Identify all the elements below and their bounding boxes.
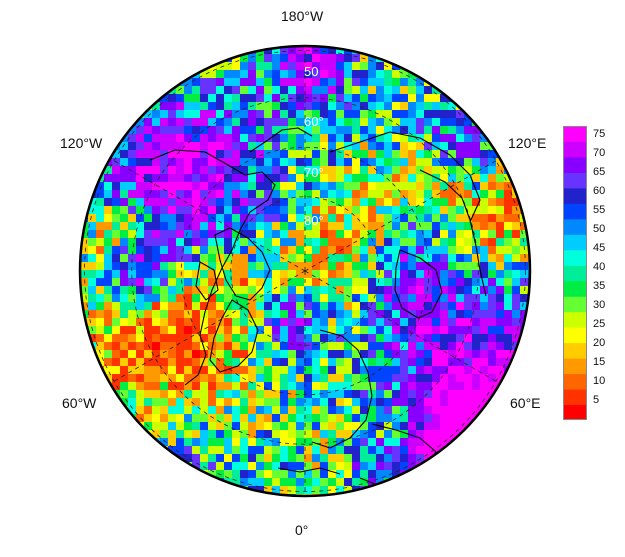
colorbar-tick-label: 15 [593, 356, 606, 369]
latitude-label-60: 60° [304, 114, 324, 129]
longitude-label-60e: 60°E [510, 395, 541, 411]
colorbar-tick-label: 10 [593, 375, 606, 388]
colorbar-tick-label: 50 [593, 223, 606, 236]
colorbar-tick-label: 20 [593, 337, 606, 350]
colorbar-tick-label: 30 [593, 299, 606, 312]
colorbar-tick-label: 45 [593, 242, 606, 255]
colorbar-tick-label: 35 [593, 280, 606, 293]
colorbar-swatch [563, 404, 587, 420]
meridian-line [304, 158, 501, 272]
coastline [209, 299, 259, 373]
longitude-label-120e: 120°E [508, 135, 547, 151]
longitude-label-180w: 180°W [281, 8, 324, 24]
coastline [214, 227, 271, 301]
colorbar-tick-label: 25 [593, 318, 606, 331]
meridian-line [109, 158, 306, 272]
colorbar-swatch [563, 389, 587, 406]
latitude-label-70: 70° [304, 165, 324, 180]
colorbar-tick-label: 70 [593, 147, 606, 160]
colorbar-swatch [563, 234, 587, 251]
coastline [195, 261, 219, 301]
latitude-circle [131, 97, 479, 445]
colorbar-swatch [563, 296, 587, 313]
longitude-label-120w: 120°W [60, 135, 103, 151]
coastline [249, 127, 313, 153]
colorbar-swatch [563, 327, 587, 344]
colorbar-tick-label: 60 [593, 185, 606, 198]
colorbar [563, 126, 587, 420]
latitude-circle [84, 50, 526, 492]
colorbar-swatch [563, 172, 587, 189]
colorbar-tick-label: 75 [593, 128, 606, 141]
colorbar-tick-label: 5 [593, 394, 600, 407]
colorbar-tick-label: 65 [593, 166, 606, 179]
colorbar-swatch [563, 280, 587, 297]
colorbar-swatch [563, 187, 587, 204]
colorbar-swatch [563, 373, 587, 390]
meridian-line [304, 270, 501, 384]
longitude-label-0: 0° [295, 522, 309, 538]
coastline [419, 169, 487, 297]
meridian-line [109, 270, 306, 384]
colorbar-swatch [563, 218, 587, 235]
latitude-circle [230, 196, 380, 346]
coastline [277, 467, 341, 475]
colorbar-swatch [563, 311, 587, 328]
coastline [311, 329, 373, 449]
colorbar-swatch [563, 203, 587, 220]
latitude-label-50: 50 [304, 64, 319, 79]
colorbar-swatch [563, 141, 587, 158]
colorbar-swatch [563, 156, 587, 173]
coastline [329, 131, 481, 223]
coastline [149, 149, 276, 386]
colorbar-swatch [563, 358, 587, 375]
colorbar-swatch [563, 342, 587, 359]
colorbar-swatch [563, 265, 587, 282]
coastlines [149, 127, 487, 487]
coastline [394, 249, 443, 319]
latitude-label-80: 80° [304, 213, 324, 228]
map-boundary [78, 44, 532, 498]
colorbar-swatch [563, 249, 587, 266]
colorbar-swatch [563, 126, 587, 142]
colorbar-tick-label: 40 [593, 261, 606, 274]
colorbar-frame [563, 126, 587, 420]
graticule [84, 46, 526, 496]
longitude-label-60w: 60°W [62, 395, 97, 411]
colorbar-tick-label: 55 [593, 204, 606, 217]
